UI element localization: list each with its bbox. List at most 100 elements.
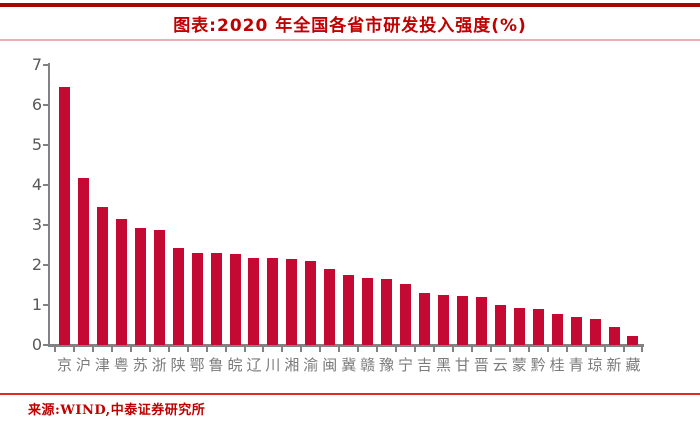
x-axis-tick [433,346,435,352]
bar [400,284,412,345]
y-axis-tick [43,264,49,266]
x-axis-tick [300,346,303,352]
x-axis-tick-label: 黑 [435,356,451,374]
bar [419,293,431,345]
bar [362,277,374,345]
x-axis-tick-label: 琼 [587,356,603,374]
x-axis-tick [451,346,454,352]
y-axis-tick [43,64,49,66]
x-axis-tick-label: 豫 [379,356,395,374]
bar [381,279,393,345]
x-axis-tick [54,346,56,352]
x-axis-tick [527,346,530,352]
bar [172,248,184,345]
x-axis-tick-label: 黔 [530,356,546,374]
x-axis-tick-label: 皖 [227,356,243,374]
x-axis-tick-label: 京 [56,356,72,374]
x-axis-tick [395,346,398,352]
bar [134,227,146,345]
x-axis-tick-label: 粤 [113,356,129,374]
y-axis-tick-label: 7 [31,55,42,74]
x-axis-tick-label: 甘 [454,356,470,374]
bar [627,336,639,345]
bar [77,178,89,345]
y-axis-tick [43,304,49,306]
x-axis-tick-label: 藏 [625,356,641,374]
bar [248,257,260,345]
title-divider-line [0,39,700,41]
x-axis-tick [281,346,284,352]
bar [570,316,582,345]
x-axis-tick [546,346,549,352]
x-axis-tick-label: 川 [265,356,281,374]
y-axis-tick [43,184,49,186]
top-border-line [0,3,700,7]
bar [229,253,241,345]
y-axis-tick-label: 1 [31,295,42,314]
y-axis-tick-label: 2 [31,255,42,274]
bar [96,207,108,345]
bar [456,295,468,345]
bar [305,260,317,345]
source-note: 来源:WIND,中泰证券研究所 [28,403,206,418]
footer-divider-line [0,393,700,395]
bar [343,275,355,345]
x-axis-tick [622,346,625,352]
bar [437,294,449,345]
y-axis-tick [43,224,49,226]
x-axis-tick [470,346,473,352]
x-axis-tick-label: 宁 [398,356,414,374]
x-axis-tick [508,346,511,352]
y-axis-tick-label: 0 [31,335,42,354]
bar [115,219,127,345]
x-axis-tick-label: 冀 [341,356,357,374]
x-axis-tick [584,346,587,352]
x-axis-tick-label: 鄂 [189,356,205,374]
bar [191,252,203,345]
bar [267,258,279,345]
x-axis-tick-label: 津 [94,356,110,374]
bar [513,307,525,345]
x-axis-tick-label: 桂 [549,356,565,374]
y-axis-tick [43,144,49,146]
x-axis-tick [603,346,606,352]
x-axis-tick-label: 浙 [151,356,167,374]
x-axis-tick-label: 新 [606,356,622,374]
bar [210,253,222,345]
x-axis-tick-label: 辽 [246,356,262,374]
y-axis-tick-label: 5 [31,135,42,154]
x-axis-tick [565,346,568,352]
x-axis-tick [148,346,151,352]
x-axis-tick [641,346,644,352]
y-axis-tick [43,104,49,106]
bar [58,87,70,345]
bar [153,229,165,345]
x-axis-tick-label: 吉 [417,356,433,374]
x-axis-tick [489,346,492,352]
x-axis-tick-label: 青 [568,356,584,374]
x-axis-tick [110,346,113,352]
y-axis-tick [43,344,49,346]
bar [324,269,336,345]
x-axis-tick [72,346,75,352]
x-axis-tick-label: 云 [492,356,508,374]
bar [589,319,601,345]
bar [551,313,563,345]
x-axis-tick [186,346,189,352]
x-axis-tick-label: 苏 [132,356,148,374]
bar [608,327,620,345]
x-axis-tick [376,346,379,352]
x-axis-tick-label: 渝 [303,356,319,374]
x-axis-tick [91,346,94,352]
x-axis-tick [338,346,341,352]
x-axis-tick [319,346,322,352]
x-axis-tick [205,346,208,352]
x-axis-tick [129,346,132,352]
x-axis-tick-label: 闽 [322,356,338,374]
x-axis-tick-label: 蒙 [511,356,527,374]
y-axis-tick-label: 6 [31,95,42,114]
x-axis-tick-label: 赣 [360,356,376,374]
x-axis-tick [357,346,360,352]
